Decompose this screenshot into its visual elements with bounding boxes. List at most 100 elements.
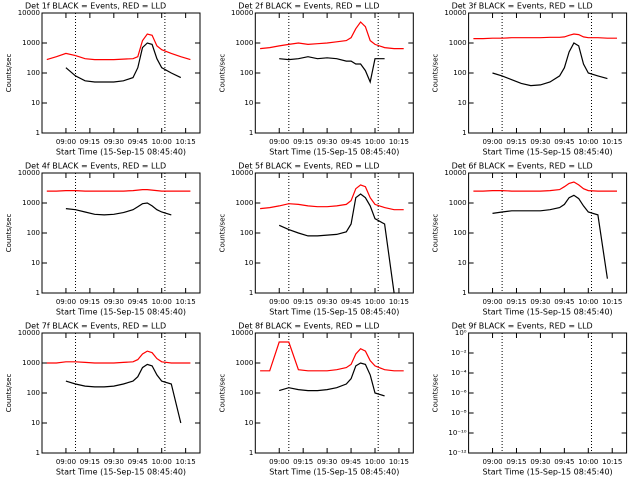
x-tick-label: 10:00 [152,138,172,146]
y-tick-label: 10⁻¹⁰ [448,429,466,437]
y-axis-label: Counts/sec [432,374,440,413]
x-tick-label: 09:30 [530,138,550,146]
x-axis-label: Start Time (15-Sep-15 08:45:40) [269,148,399,157]
x-tick-label: 09:00 [56,138,76,146]
x-tick-label: 10:00 [152,458,172,466]
x-tick-label: 09:00 [269,298,289,306]
x-tick-label: 09:45 [128,458,148,466]
y-axis-label: Counts/sec [432,214,440,253]
x-tick-label: 09:15 [80,458,100,466]
series-line [492,194,608,279]
x-tick-label: 10:15 [389,298,409,306]
series-line [46,189,191,192]
y-tick-label: 100 [27,229,40,237]
x-tick-label: 10:00 [365,298,385,306]
y-tick-label: 1000 [235,39,253,47]
y-axis-label: Counts/sec [5,54,13,93]
x-tick-label: 09:15 [293,458,313,466]
x-tick-label: 10:00 [578,138,598,146]
plot-frame [254,12,414,134]
x-tick-label: 09:45 [341,138,361,146]
series-line [65,363,182,424]
x-tick-label: 09:15 [293,298,313,306]
x-tick-label: 09:15 [506,458,526,466]
y-tick-label: 10 [244,99,253,107]
plot-frame [468,12,628,134]
y-tick-label: 10 [31,259,40,267]
x-tick-label: 09:00 [269,458,289,466]
y-tick-label: 100 [27,69,40,77]
chart-title: Det 4f BLACK = Events, RED = LLD [25,162,166,171]
x-axis-label: Start Time (15-Sep-15 08:45:40) [56,468,186,477]
y-tick-label: 1 [462,289,466,297]
series-line [65,42,182,83]
y-axis-label: Counts/sec [5,214,13,253]
series-line [46,33,191,61]
y-tick-label: 1 [249,129,253,137]
chart-title: Det 7f BLACK = Events, RED = LLD [25,322,166,331]
y-tick-label: 10000 [18,169,40,177]
chart-title: Det 1f BLACK = Events, RED = LLD [25,2,166,11]
y-tick-label: 100 [453,229,466,237]
y-tick-label: 1 [462,129,466,137]
x-tick-label: 10:00 [578,298,598,306]
x-tick-label: 09:30 [104,458,124,466]
x-tick-label: 09:00 [56,458,76,466]
x-tick-label: 10:15 [389,458,409,466]
x-tick-label: 10:00 [152,298,172,306]
x-tick-label: 09:30 [104,298,124,306]
x-tick-label: 09:30 [317,458,337,466]
chart-title: Det 8f BLACK = Events, RED = LLD [238,322,379,331]
x-axis-label: Start Time (15-Sep-15 08:45:40) [483,308,613,317]
chart-title: Det 6f BLACK = Events, RED = LLD [452,162,593,171]
y-axis-label: Counts/sec [218,214,226,253]
x-axis-label: Start Time (15-Sep-15 08:45:40) [483,148,613,157]
series-line [260,341,404,372]
x-tick-label: 09:30 [104,138,124,146]
y-tick-label: 10 [458,259,467,267]
x-tick-label: 09:00 [482,138,502,146]
series-line [260,21,404,50]
x-tick-label: 10:00 [578,458,598,466]
y-tick-label: 10000 [231,329,253,337]
x-tick-label: 09:45 [554,138,574,146]
y-tick-label: 1000 [235,359,253,367]
y-tick-label: 100 [453,69,466,77]
chart-title: Det 2f BLACK = Events, RED = LLD [238,2,379,11]
plot-frame [254,332,414,454]
x-tick-label: 09:45 [554,298,574,306]
y-tick-label: 1 [249,289,253,297]
y-tick-label: 10000 [18,9,40,17]
y-tick-label: 1 [36,129,40,137]
y-tick-label: 10 [244,259,253,267]
y-tick-label: 1 [36,449,40,457]
series-line [279,56,385,85]
x-tick-label: 10:00 [365,138,385,146]
y-tick-label: 10 [458,99,467,107]
y-tick-label: 1000 [22,199,40,207]
x-tick-label: 09:00 [482,458,502,466]
x-tick-label: 10:00 [365,458,385,466]
y-tick-label: 1000 [449,199,467,207]
series-line [279,362,385,397]
chart-title: Det 9f BLACK = Events, RED = LLD [452,322,593,331]
series-line [473,181,617,192]
series-line [65,202,172,216]
x-axis-label: Start Time (15-Sep-15 08:45:40) [56,148,186,157]
x-tick-label: 09:15 [506,138,526,146]
x-tick-label: 10:15 [176,458,196,466]
plot-frame [41,12,201,134]
y-tick-label: 1 [249,449,253,457]
x-tick-label: 10:15 [176,138,196,146]
x-tick-label: 09:15 [506,298,526,306]
y-axis-label: Counts/sec [218,54,226,93]
y-tick-label: 10⁻⁸ [451,409,467,417]
y-tick-label: 10 [31,419,40,427]
y-tick-label: 10000 [444,9,466,17]
y-tick-label: 100 [27,389,40,397]
x-tick-label: 10:15 [389,138,409,146]
x-tick-label: 09:30 [530,298,550,306]
x-axis-label: Start Time (15-Sep-15 08:45:40) [483,468,613,477]
y-tick-label: 10⁰ [455,329,467,337]
